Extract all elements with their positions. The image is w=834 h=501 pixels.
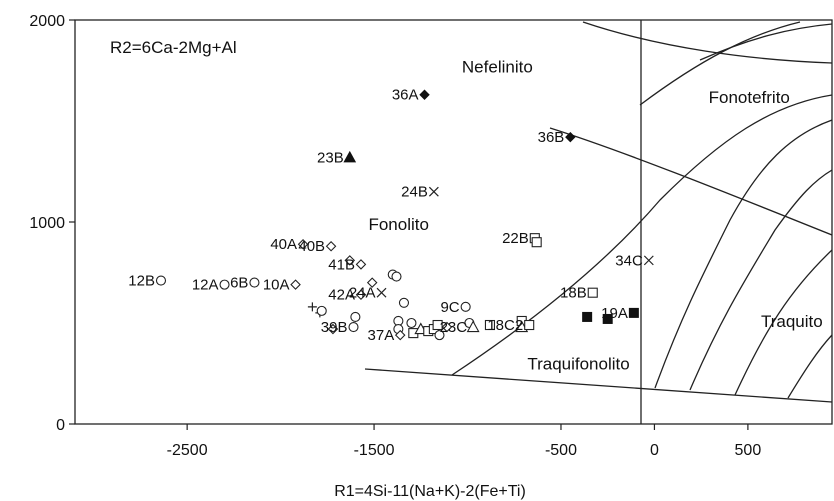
chart-title: R2=6Ca-2Mg+Al bbox=[110, 38, 237, 57]
y-tick-label: 2000 bbox=[29, 13, 65, 30]
point-label: 37A bbox=[368, 327, 395, 344]
field-label: Traquito bbox=[761, 312, 823, 331]
data-point bbox=[355, 289, 367, 300]
data-point bbox=[531, 237, 542, 248]
data-point bbox=[348, 321, 359, 333]
data-point bbox=[343, 150, 357, 163]
x-axis: -2500 -1500 -500 0 500 bbox=[167, 424, 762, 459]
point-label: 24B bbox=[401, 184, 428, 201]
upper-right-curve-3 bbox=[699, 23, 832, 61]
x-axis-label: R1=4Si-11(Na+K)-2(Fe+Ti) bbox=[334, 483, 526, 500]
point-label: 10A bbox=[263, 277, 290, 294]
data-point bbox=[419, 89, 430, 100]
data-point bbox=[350, 311, 361, 322]
data-point bbox=[316, 305, 327, 316]
data-point bbox=[406, 317, 417, 329]
point-label: 6B bbox=[230, 275, 248, 292]
data-point bbox=[307, 302, 317, 312]
data-point bbox=[484, 319, 495, 331]
point-label: 12B bbox=[128, 273, 155, 290]
fonotefrito-lower-boundary bbox=[549, 127, 832, 236]
data-point bbox=[398, 297, 410, 308]
field-boundaries bbox=[364, 20, 832, 424]
point-label: 18B bbox=[560, 285, 587, 302]
data-point bbox=[441, 321, 453, 333]
point-label: 22B bbox=[502, 230, 529, 247]
x-tick-label: 0 bbox=[650, 442, 659, 459]
data-point bbox=[155, 275, 167, 286]
data-point bbox=[428, 186, 439, 197]
data-point bbox=[524, 319, 535, 331]
point-label: 42A bbox=[328, 287, 355, 304]
x-tick-label: -1500 bbox=[354, 442, 395, 459]
point-label: 9C bbox=[440, 299, 459, 316]
point-label: 39B bbox=[321, 319, 348, 336]
data-point bbox=[391, 271, 402, 282]
data-point bbox=[434, 330, 445, 341]
point-label: 19A bbox=[601, 305, 628, 322]
data-point bbox=[376, 287, 387, 298]
data-point bbox=[344, 255, 356, 266]
data-point bbox=[219, 279, 230, 290]
data-point bbox=[582, 311, 593, 322]
point-label: 18C2 bbox=[487, 317, 523, 334]
y-tick-label: 1000 bbox=[29, 215, 65, 232]
data-point bbox=[466, 320, 480, 333]
point-label: 36B bbox=[538, 129, 565, 146]
traquito-curve-1 bbox=[654, 119, 832, 389]
point-label: 40A bbox=[270, 236, 297, 253]
data-point bbox=[643, 255, 654, 266]
data-point bbox=[355, 259, 367, 270]
data-point bbox=[394, 329, 406, 341]
field-label: Traquifonolito bbox=[527, 354, 629, 373]
upper-right-curve-2 bbox=[639, 21, 801, 106]
field-label: Fonotefrito bbox=[709, 88, 790, 107]
data-marks bbox=[155, 89, 654, 341]
data-point bbox=[366, 277, 378, 288]
traquito-curve-4 bbox=[787, 334, 832, 399]
plot-frame bbox=[74, 19, 833, 425]
data-point bbox=[325, 240, 337, 252]
field-label: Fonolito bbox=[368, 215, 428, 234]
data-point bbox=[587, 287, 598, 298]
data-point bbox=[290, 279, 301, 290]
field-label: Nefelinito bbox=[462, 58, 533, 77]
data-point bbox=[602, 313, 613, 324]
traquifonolito-upper-boundary bbox=[451, 94, 832, 376]
point-label: 24A bbox=[349, 285, 376, 302]
lower-boundary bbox=[364, 368, 832, 403]
data-point bbox=[432, 319, 443, 331]
y-axis: 0 1000 2000 bbox=[29, 13, 75, 434]
field-labels: Nefelinito Fonotefrito Fonolito Traquito Tra… bbox=[368, 58, 822, 374]
data-point bbox=[327, 323, 339, 335]
upper-right-curve-1 bbox=[582, 21, 832, 64]
x-tick-label: -500 bbox=[545, 442, 577, 459]
y-tick-label: 0 bbox=[56, 417, 65, 434]
data-point bbox=[249, 277, 260, 288]
point-label: 34C bbox=[615, 252, 643, 269]
point-label: 23B bbox=[317, 149, 344, 166]
data-point bbox=[460, 301, 471, 312]
traquito-curve-2 bbox=[689, 169, 832, 391]
point-label: 41B bbox=[328, 256, 355, 273]
x-tick-label: 500 bbox=[735, 442, 762, 459]
data-point bbox=[297, 238, 309, 250]
point-label: 23C bbox=[440, 319, 468, 336]
point-label: 36A bbox=[392, 87, 419, 104]
data-point bbox=[628, 307, 639, 318]
x-tick-label: -2500 bbox=[167, 442, 208, 459]
data-point bbox=[565, 131, 576, 143]
traquito-curve-3 bbox=[734, 249, 832, 396]
point-label: 40B bbox=[298, 238, 325, 255]
point-label: 12A bbox=[192, 277, 219, 294]
